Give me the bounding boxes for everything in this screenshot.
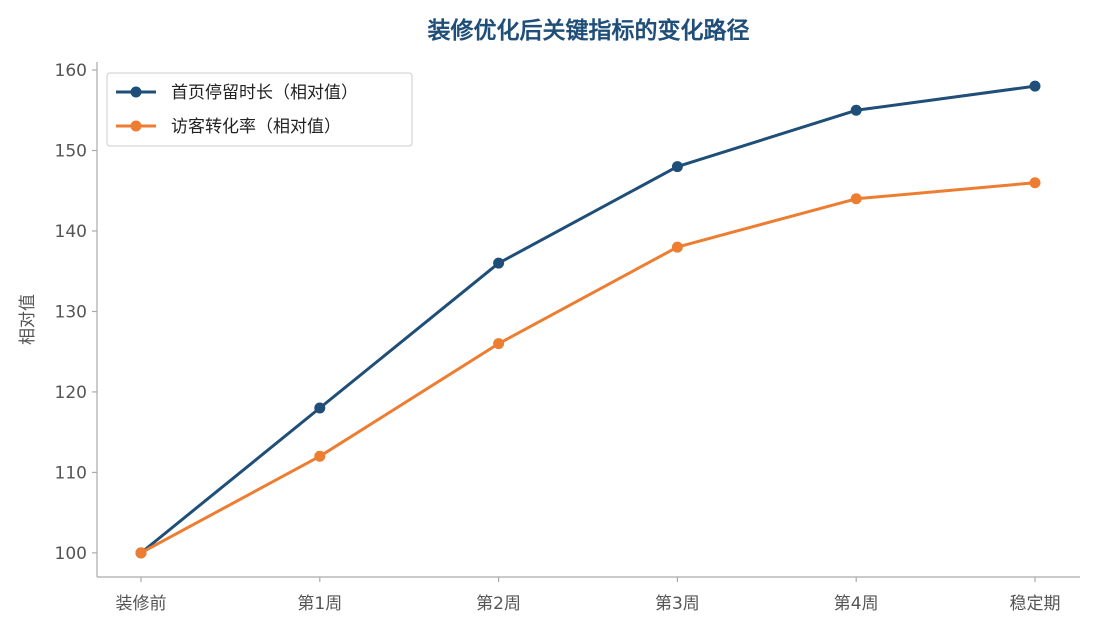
- axes: 100 110 120 130 140 150 160 装修前 第1周 第2周 第3周 第4周 稳定期: [55, 61, 1080, 614]
- x-tick-label: 第1周: [297, 594, 342, 614]
- y-tick-label: 150: [55, 142, 87, 162]
- y-tick-label: 160: [55, 61, 87, 81]
- data-point: [850, 193, 862, 205]
- legend-marker: [130, 120, 142, 132]
- y-tick-label: 120: [55, 383, 87, 403]
- x-tick-label: 第2周: [476, 594, 521, 614]
- data-point: [493, 257, 505, 269]
- data-point: [314, 402, 326, 414]
- chart-title: 装修优化后关键指标的变化路径: [428, 17, 750, 44]
- data-point: [671, 241, 683, 253]
- y-axis-label: 相对值: [18, 294, 38, 345]
- series-0: [135, 80, 1041, 559]
- y-tick-label: 110: [55, 463, 87, 483]
- legend: 首页停留时长（相对值） 访客转化率（相对值）: [106, 72, 413, 147]
- series-line: [139, 181, 1037, 555]
- x-tick-label: 第3周: [655, 594, 700, 614]
- legend-marker: [130, 86, 142, 98]
- data-point: [493, 338, 505, 350]
- legend-box: [106, 72, 413, 147]
- data-point: [671, 161, 683, 173]
- legend-label: 首页停留时长（相对值）: [171, 83, 358, 103]
- legend-label: 访客转化率（相对值）: [171, 117, 341, 137]
- x-tick-label: 第4周: [834, 594, 879, 614]
- x-tick-label: 装修前: [116, 594, 167, 614]
- data-point: [314, 450, 326, 462]
- data-point: [135, 547, 147, 559]
- y-tick-label: 100: [55, 544, 87, 564]
- legend-item: 访客转化率（相对值）: [116, 117, 341, 137]
- data-point: [1029, 177, 1041, 189]
- data-point: [1029, 80, 1041, 92]
- series-layer: [135, 80, 1041, 559]
- data-point: [850, 104, 862, 116]
- series-1: [135, 177, 1041, 559]
- legend-item: 首页停留时长（相对值）: [116, 83, 358, 103]
- x-tick-label: 稳定期: [1010, 594, 1061, 614]
- y-tick-label: 130: [55, 302, 87, 322]
- series-line: [139, 84, 1037, 555]
- y-tick-label: 140: [55, 222, 87, 242]
